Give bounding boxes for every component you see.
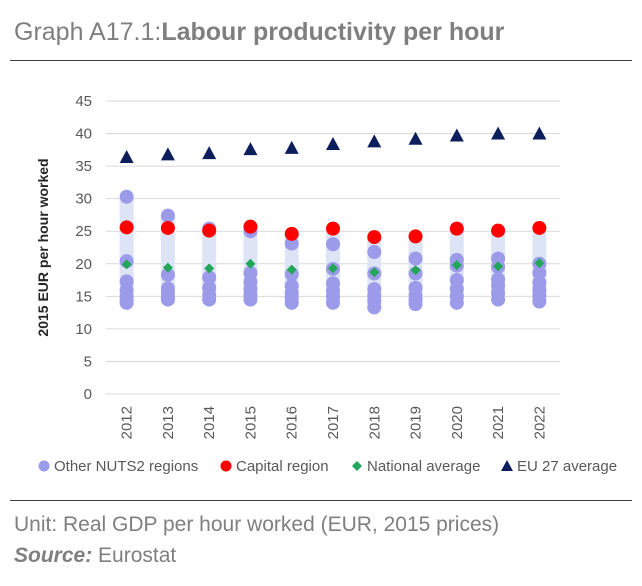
point-national-2020 [451,260,462,271]
y-tick-label-15: 15 [75,288,92,305]
point-eu-2014 [202,146,217,160]
title-main: Labour productivity per hour [161,18,505,46]
point-national-2018 [369,267,380,278]
point-other-2018-5 [367,300,382,315]
y-tick-label-30: 30 [75,191,92,208]
point-capital-2019 [408,229,423,244]
point-national-2016 [286,264,297,275]
point-other-2020-5 [449,295,464,310]
point-other-2017-0 [326,237,340,252]
point-other-2022-5 [532,294,547,309]
point-other-2013-0 [160,208,175,223]
point-eu-2022 [532,126,547,140]
point-other-2013-5 [160,292,175,307]
point-eu-2020 [449,128,464,142]
y-axis-title: 2015 EUR per hour worked [35,158,51,336]
point-other-2019-5 [408,297,423,312]
point-capital-2012 [119,220,134,235]
point-other-2016-0 [284,236,299,251]
y-tick-label-45: 45 [75,93,92,110]
point-other-2014-4 [202,292,217,307]
point-other-2021-5 [491,292,506,307]
source-label: Source: [14,544,93,567]
point-eu-2017 [326,136,340,150]
point-capital-2017 [326,221,340,236]
y-tick-label-0: 0 [84,386,92,403]
point-eu-2013 [160,147,175,161]
point-national-2012 [121,259,132,270]
point-capital-2016 [284,226,299,241]
source-note: Source: Eurostat [14,544,176,568]
x-tick-label-2019: 2019 [408,406,425,439]
point-capital-2013 [160,220,175,235]
x-tick-label-2013: 2013 [160,406,177,439]
productivity-chart: 0 5 10 15 20 25 30 35 40 45 2015 EUR per hour work… [35,93,617,475]
x-tick-label-2015: 2015 [242,406,259,439]
legend-marker-eu [501,460,513,471]
unit-note: Unit: Real GDP per hour worked (EUR, 201… [14,513,500,536]
point-other-2017-5 [326,295,340,310]
bottom-divider [10,500,632,501]
point-capital-2021 [491,223,506,238]
point-capital-2015 [243,219,258,234]
source-value: Eurostat [98,544,177,567]
point-other-2016-5 [284,295,299,310]
legend-label-national: National average [367,458,480,475]
legend-marker-capital [220,460,232,472]
x-tick-label-2018: 2018 [366,406,383,439]
legend-label-capital: Capital region [236,458,329,475]
x-tick-label-2012: 2012 [119,406,136,439]
y-tick-label-40: 40 [75,126,92,143]
point-other-2022-1 [532,265,547,280]
point-national-2014 [204,263,215,274]
x-tick-label-2017: 2017 [325,406,342,439]
point-eu-2015 [243,142,258,156]
title-prefix: Graph A17.1: [14,18,162,46]
point-national-2021 [493,261,504,272]
point-national-2015 [245,258,256,269]
point-national-2013 [162,262,173,273]
point-eu-2018 [367,134,382,148]
legend-marker-other [38,460,50,472]
point-other-2014-1 [202,270,217,285]
point-national-2019 [410,265,421,276]
point-other-2012-0 [119,189,134,204]
point-national-2022 [534,258,545,269]
legend-marker-national [352,461,362,471]
y-tick-label-35: 35 [75,158,92,175]
point-other-2019-0 [408,251,423,266]
x-tick-label-2020: 2020 [449,406,466,439]
point-national-2017 [328,263,338,274]
y-tick-label-25: 25 [75,223,92,240]
x-tick-label-2021: 2021 [490,406,507,439]
point-capital-2022 [532,220,547,235]
point-eu-2012 [119,149,134,163]
point-capital-2018 [367,230,382,245]
y-tick-label-5: 5 [84,353,92,370]
legend-label-eu: EU 27 average [517,458,617,475]
point-other-2013-1 [160,267,175,282]
top-divider [10,60,632,61]
x-tick-label-2016: 2016 [284,406,301,439]
y-tick-label-10: 10 [75,321,92,338]
point-other-2018-0 [367,245,382,260]
y-tick-label-20: 20 [75,256,92,273]
point-eu-2016 [284,140,299,154]
point-capital-2020 [449,221,464,236]
point-other-2015-5 [243,292,258,307]
chart-title: Graph A17.1:Labour productivity per hour [14,18,504,47]
point-eu-2019 [408,131,423,145]
x-tick-label-2022: 2022 [531,406,548,439]
point-eu-2021 [491,126,506,140]
point-capital-2014 [202,223,217,238]
point-other-2012-6 [119,295,134,310]
x-tick-label-2014: 2014 [201,406,218,439]
legend-label-other: Other NUTS2 regions [54,458,198,475]
